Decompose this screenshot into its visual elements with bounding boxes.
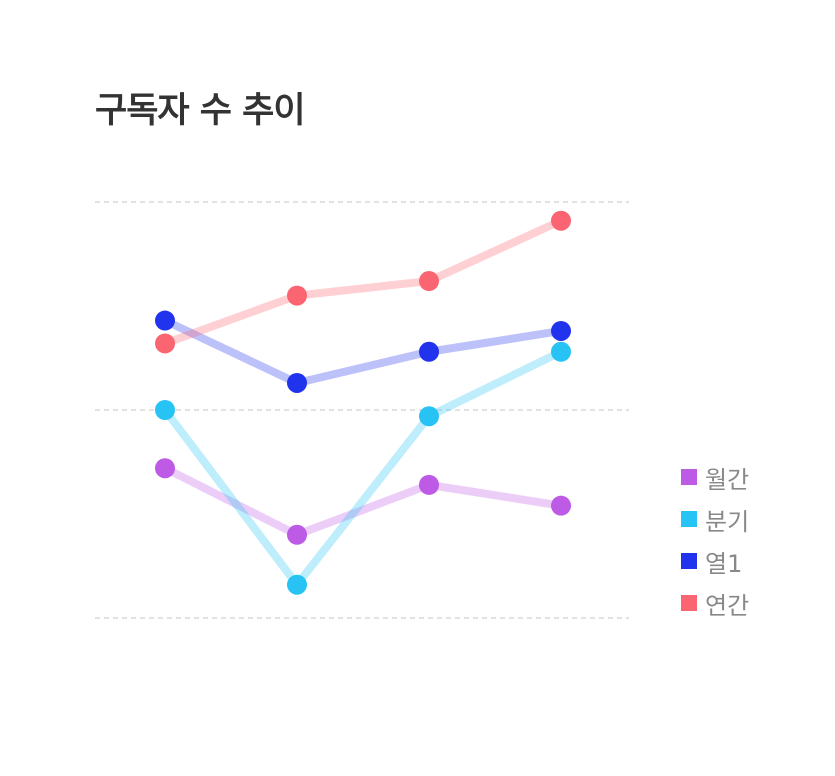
legend-label: 분기 (705, 507, 750, 536)
data-point-2-3[interactable] (551, 320, 571, 341)
chart-title: 구독자 수 추이 (95, 91, 306, 131)
legend-label: 열1 (705, 549, 743, 578)
data-point-0-3[interactable] (551, 495, 571, 516)
legend-label: 월간 (705, 465, 750, 494)
data-point-3-1[interactable] (287, 285, 307, 306)
series-line-2 (161, 316, 565, 387)
data-point-1-1[interactable] (287, 574, 307, 595)
legend-swatch (681, 553, 697, 569)
legend-label: 연간 (705, 591, 750, 620)
data-point-3-2[interactable] (419, 271, 439, 292)
data-point-2-2[interactable] (419, 341, 439, 362)
legend-item-0[interactable]: 월간 (681, 456, 749, 498)
data-point-0-2[interactable] (419, 474, 439, 495)
data-point-1-0[interactable] (155, 400, 175, 420)
data-point-0-0[interactable] (155, 458, 175, 479)
series-line-1 (161, 347, 565, 589)
data-point-3-0[interactable] (155, 333, 175, 354)
data-point-3-3[interactable] (551, 210, 571, 231)
data-point-1-3[interactable] (551, 341, 571, 362)
data-point-2-1[interactable] (287, 372, 307, 393)
series-line-3 (161, 216, 565, 348)
data-point-2-0[interactable] (155, 310, 175, 331)
data-point-0-1[interactable] (287, 524, 307, 545)
legend-item-2[interactable]: 열1 (681, 540, 749, 582)
series-lines (161, 216, 565, 589)
legend-swatch (681, 469, 697, 485)
legend-swatch (681, 595, 697, 611)
legend-item-1[interactable]: 분기 (681, 498, 749, 540)
series-line-0 (161, 464, 565, 539)
legend-item-3[interactable]: 연간 (681, 582, 749, 624)
gridlines (95, 201, 629, 619)
series-points (155, 210, 571, 595)
legend-swatch (681, 511, 697, 527)
data-point-1-2[interactable] (419, 406, 439, 427)
